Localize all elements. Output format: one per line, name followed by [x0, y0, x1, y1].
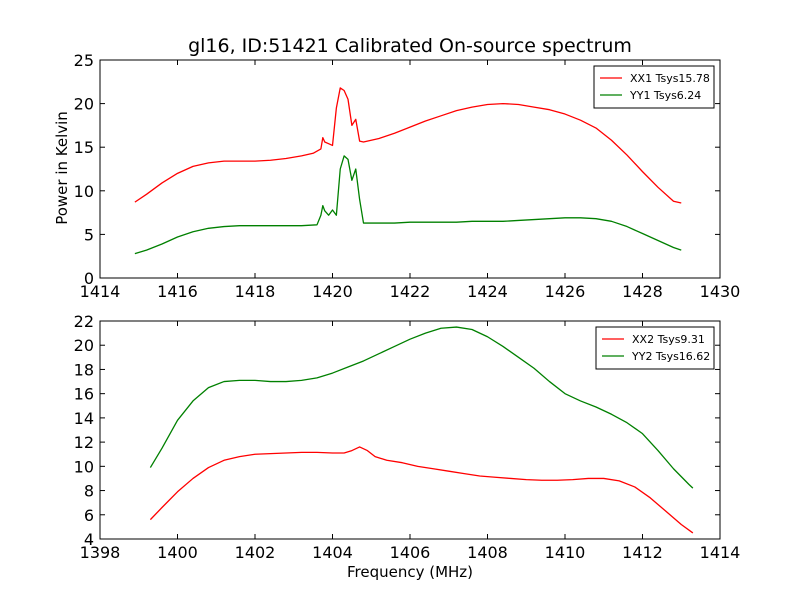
top-x-tick-label-7: 1428: [622, 282, 663, 301]
top-y-tick-label-1: 5: [84, 225, 94, 244]
top-x-tick-label-0: 1414: [80, 282, 121, 301]
bottom-x-tick-label-4: 1406: [390, 543, 431, 562]
bottom-y-tick-label-7: 18: [74, 360, 94, 379]
top-series-line-1: [134, 155, 682, 255]
bottom-y-tick-label-3: 10: [74, 457, 94, 476]
top-x-tick-label-5: 1424: [467, 282, 508, 301]
bottom-x-tick-label-5: 1408: [467, 543, 508, 562]
bottom-y-tick-label-5: 14: [74, 409, 94, 428]
bottom-x-tick-label-3: 1404: [312, 543, 353, 562]
bottom-y-tick-label-1: 6: [84, 506, 94, 525]
top-panel: 1414 1416 1418 1420 1422 1424 1426 1428 1430 0 5 10…: [74, 51, 741, 301]
bottom-series-line-1: [149, 326, 694, 489]
bottom-y-tick-label-4: 12: [74, 433, 94, 452]
bottom-legend-box: [595, 326, 715, 370]
bottom-y-tick-label-8: 20: [74, 336, 94, 355]
top-y-tick-label-0: 0: [84, 269, 94, 288]
top-x-tick-label-2: 1418: [235, 282, 276, 301]
top-x-tick-label-6: 1426: [545, 282, 586, 301]
bottom-y-tick-label-9: 22: [74, 312, 94, 331]
top-y-tick-label-2: 10: [74, 182, 94, 201]
bottom-y-tick-label-0: 4: [84, 530, 94, 549]
bottom-x-tick-label-6: 1410: [545, 543, 586, 562]
bottom-legend: XX2 Tsys9.31 YY2 Tsys16.62: [595, 326, 715, 370]
x-axis-label: Frequency (MHz): [347, 563, 473, 581]
y-axis-label: Power in Kelvin: [53, 111, 71, 225]
top-y-tick-label-4: 20: [74, 95, 94, 114]
bottom-y-tick-label-2: 8: [84, 482, 94, 501]
bottom-x-tick-label-2: 1402: [235, 543, 276, 562]
top-x-tick-label-4: 1422: [390, 282, 431, 301]
bottom-legend-label-1: YY2 Tsys16.62: [631, 350, 710, 363]
bottom-x-tick-label-8: 1414: [700, 543, 741, 562]
top-legend-label-0: XX1 Tsys15.78: [630, 72, 710, 85]
bottom-x-tick-label-0: 1398: [80, 543, 121, 562]
top-y-tick-label-3: 15: [74, 138, 94, 157]
top-legend-label-1: YY1 Tsys6.24: [629, 89, 701, 102]
top-x-tick-label-8: 1430: [700, 282, 741, 301]
top-x-tick-label-1: 1416: [157, 282, 198, 301]
top-legend-box: [593, 65, 715, 109]
bottom-x-tick-label-1: 1400: [157, 543, 198, 562]
bottom-series-line-0: [149, 446, 694, 534]
bottom-x-tick-label-7: 1412: [622, 543, 663, 562]
top-series-line-0: [134, 87, 682, 204]
bottom-legend-label-0: XX2 Tsys9.31: [632, 333, 705, 346]
bottom-panel: 1398 1400 1402 1404 1406 1408 1410 1412 14144681…: [74, 312, 741, 562]
top-legend: XX1 Tsys15.78 YY1 Tsys6.24: [593, 65, 715, 109]
top-x-tick-label-3: 1420: [312, 282, 353, 301]
figure-title: gl16, ID:51421 Calibrated On-source spec…: [188, 35, 632, 57]
top-y-tick-label-5: 25: [74, 51, 94, 70]
bottom-y-tick-label-6: 16: [74, 385, 94, 404]
